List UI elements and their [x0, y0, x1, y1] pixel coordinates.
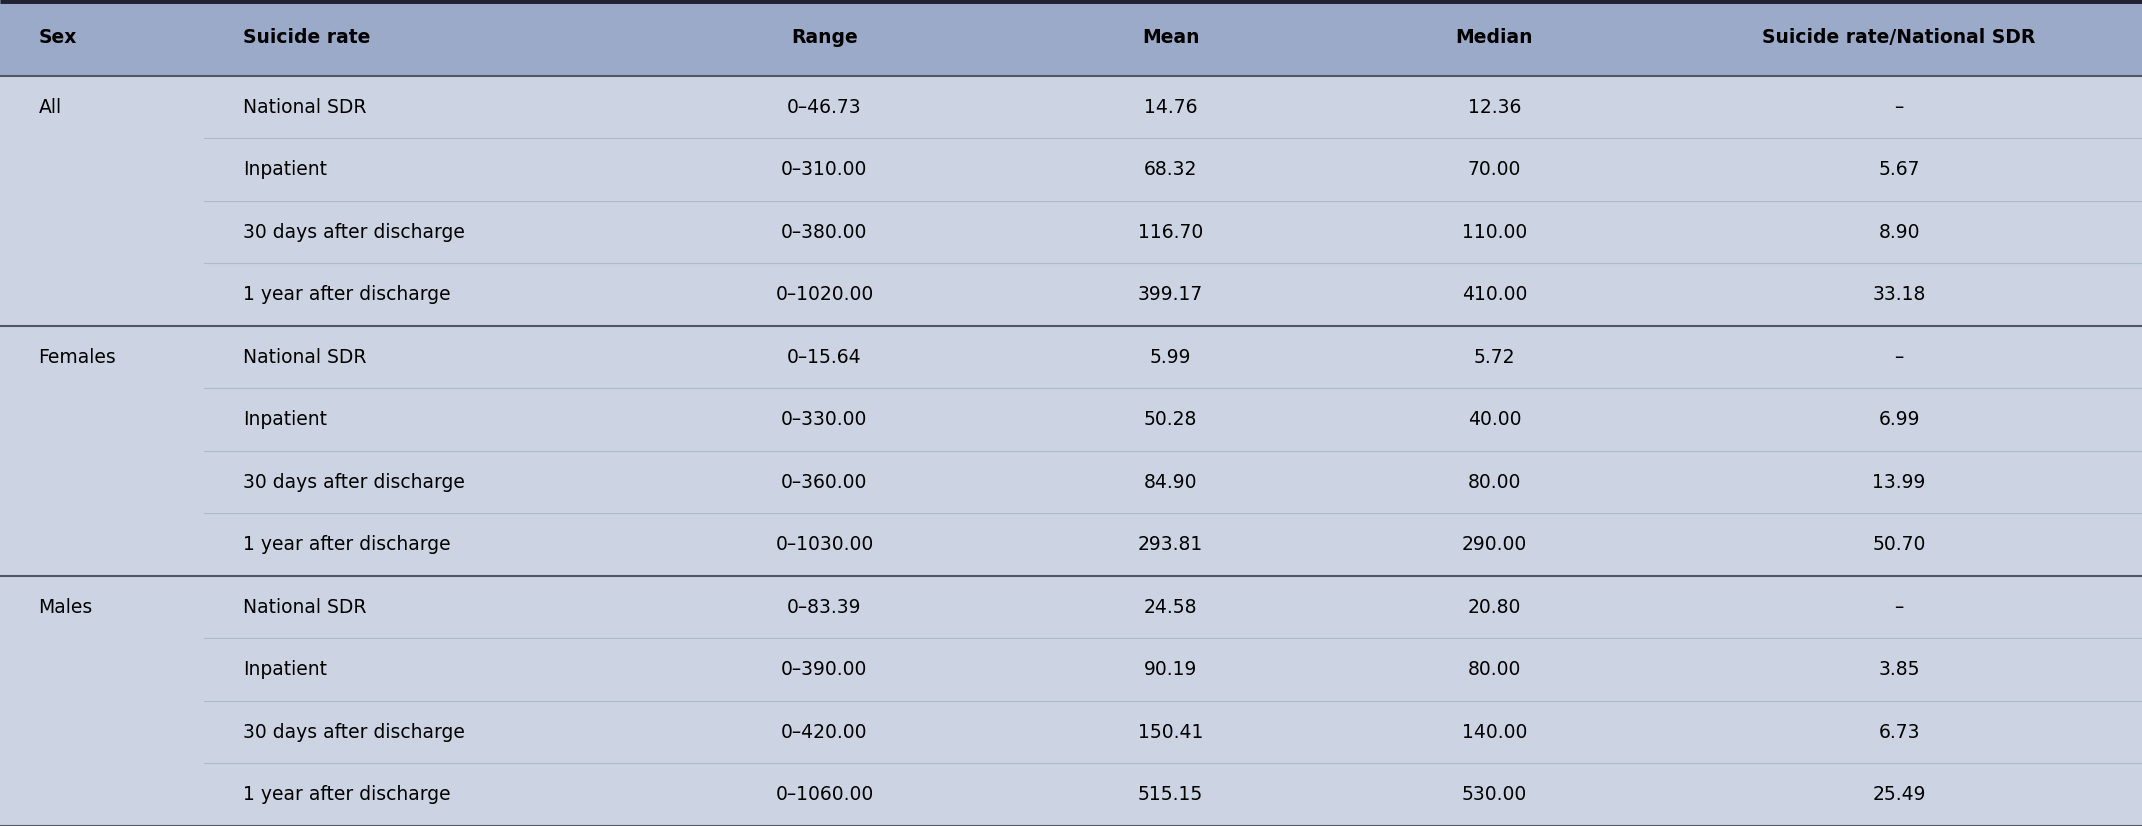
Text: 20.80: 20.80 — [1467, 598, 1521, 617]
Text: 30 days after discharge: 30 days after discharge — [242, 723, 465, 742]
Text: 13.99: 13.99 — [1872, 472, 1926, 491]
Text: 8.90: 8.90 — [1879, 223, 1919, 242]
Text: 50.28: 50.28 — [1144, 411, 1197, 430]
Text: 33.18: 33.18 — [1872, 285, 1926, 304]
Text: 0–46.73: 0–46.73 — [786, 97, 861, 116]
Text: 14.76: 14.76 — [1144, 97, 1197, 116]
Text: 530.00: 530.00 — [1461, 786, 1527, 805]
Text: Males: Males — [39, 598, 92, 617]
Text: 293.81: 293.81 — [1137, 535, 1204, 554]
Text: National SDR: National SDR — [242, 97, 366, 116]
Text: 80.00: 80.00 — [1467, 660, 1521, 679]
Text: 290.00: 290.00 — [1461, 535, 1527, 554]
Text: 0–1060.00: 0–1060.00 — [775, 786, 874, 805]
Text: 84.90: 84.90 — [1144, 472, 1197, 491]
Text: 30 days after discharge: 30 days after discharge — [242, 223, 465, 242]
Text: 30 days after discharge: 30 days after discharge — [242, 472, 465, 491]
Text: 5.99: 5.99 — [1150, 348, 1191, 367]
Text: 110.00: 110.00 — [1461, 223, 1527, 242]
Text: 150.41: 150.41 — [1137, 723, 1204, 742]
Text: 0–1020.00: 0–1020.00 — [775, 285, 874, 304]
Text: –: – — [1894, 348, 1904, 367]
Text: 0–1030.00: 0–1030.00 — [775, 535, 874, 554]
Text: Suicide rate/National SDR: Suicide rate/National SDR — [1763, 28, 2035, 48]
Text: Females: Females — [39, 348, 116, 367]
Text: 0–330.00: 0–330.00 — [782, 411, 868, 430]
Text: 0–360.00: 0–360.00 — [782, 472, 868, 491]
Text: 80.00: 80.00 — [1467, 472, 1521, 491]
Text: 3.85: 3.85 — [1879, 660, 1919, 679]
Text: 40.00: 40.00 — [1467, 411, 1521, 430]
Text: 0–380.00: 0–380.00 — [782, 223, 868, 242]
Text: Inpatient: Inpatient — [242, 660, 328, 679]
Text: 6.99: 6.99 — [1879, 411, 1919, 430]
Text: 12.36: 12.36 — [1467, 97, 1521, 116]
Text: 1 year after discharge: 1 year after discharge — [242, 535, 450, 554]
Text: 25.49: 25.49 — [1872, 786, 1926, 805]
Text: 410.00: 410.00 — [1461, 285, 1527, 304]
Text: National SDR: National SDR — [242, 598, 366, 617]
Text: Median: Median — [1457, 28, 1534, 48]
Text: 0–15.64: 0–15.64 — [786, 348, 861, 367]
Text: 1 year after discharge: 1 year after discharge — [242, 786, 450, 805]
Text: All: All — [39, 97, 62, 116]
Text: 0–310.00: 0–310.00 — [782, 160, 868, 179]
Text: 68.32: 68.32 — [1144, 160, 1197, 179]
Text: 0–420.00: 0–420.00 — [782, 723, 868, 742]
Bar — [0, 0, 2142, 76]
Text: 24.58: 24.58 — [1144, 598, 1197, 617]
Text: 50.70: 50.70 — [1872, 535, 1926, 554]
Text: 5.67: 5.67 — [1879, 160, 1919, 179]
Text: –: – — [1894, 97, 1904, 116]
Text: Inpatient: Inpatient — [242, 411, 328, 430]
Text: 6.73: 6.73 — [1879, 723, 1919, 742]
Text: 116.70: 116.70 — [1137, 223, 1204, 242]
Text: Suicide rate: Suicide rate — [242, 28, 371, 48]
Text: 0–83.39: 0–83.39 — [786, 598, 861, 617]
Text: 1 year after discharge: 1 year after discharge — [242, 285, 450, 304]
Text: Mean: Mean — [1142, 28, 1200, 48]
Text: –: – — [1894, 598, 1904, 617]
Text: Inpatient: Inpatient — [242, 160, 328, 179]
Text: Sex: Sex — [39, 28, 77, 48]
Text: 70.00: 70.00 — [1467, 160, 1521, 179]
Text: National SDR: National SDR — [242, 348, 366, 367]
Text: 90.19: 90.19 — [1144, 660, 1197, 679]
Text: 5.72: 5.72 — [1474, 348, 1514, 367]
Text: 140.00: 140.00 — [1461, 723, 1527, 742]
Text: 515.15: 515.15 — [1137, 786, 1204, 805]
Text: Range: Range — [790, 28, 857, 48]
Text: 399.17: 399.17 — [1137, 285, 1204, 304]
Text: 0–390.00: 0–390.00 — [782, 660, 868, 679]
